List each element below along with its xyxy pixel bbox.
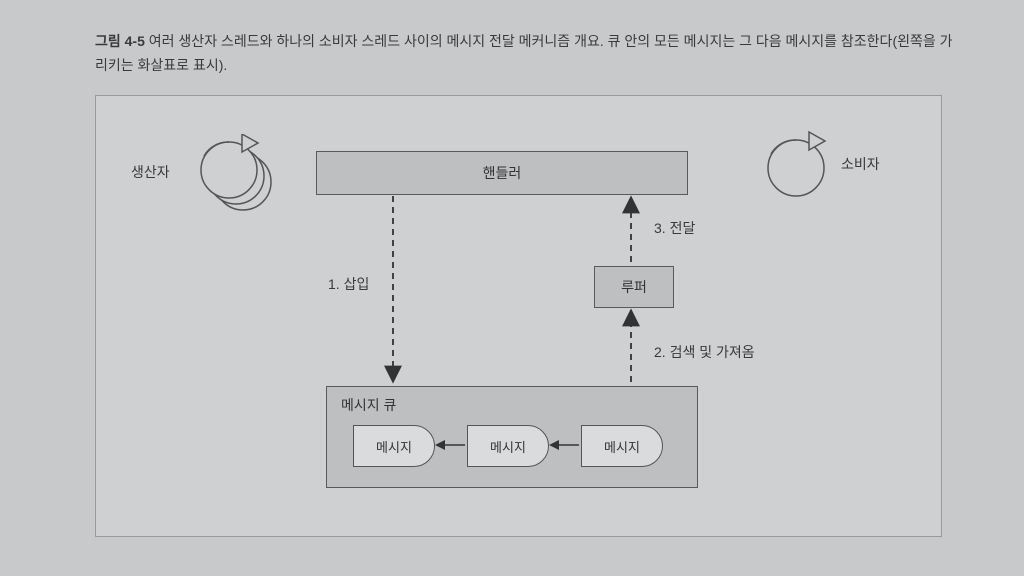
page: 그림 4-5 여러 생산자 스레드와 하나의 소비자 스레드 사이의 메시지 전…: [0, 0, 1024, 576]
figure-label: 그림 4-5: [95, 33, 145, 49]
retrieve-edge-label: 2. 검색 및 가져옴: [654, 342, 755, 362]
dispatch-edge-label: 3. 전달: [654, 218, 695, 238]
figure-caption: 그림 4-5 여러 생산자 스레드와 하나의 소비자 스레드 사이의 메시지 전…: [95, 30, 964, 78]
figure-caption-text: 여러 생산자 스레드와 하나의 소비자 스레드 사이의 메시지 전달 메커니즘 …: [95, 33, 953, 73]
diagram-frame: 생산자 소비자 핸들러 루퍼 메시지 큐: [95, 95, 942, 537]
insert-edge-label: 1. 삽입: [328, 274, 369, 294]
arrows-overlay: [96, 96, 941, 536]
